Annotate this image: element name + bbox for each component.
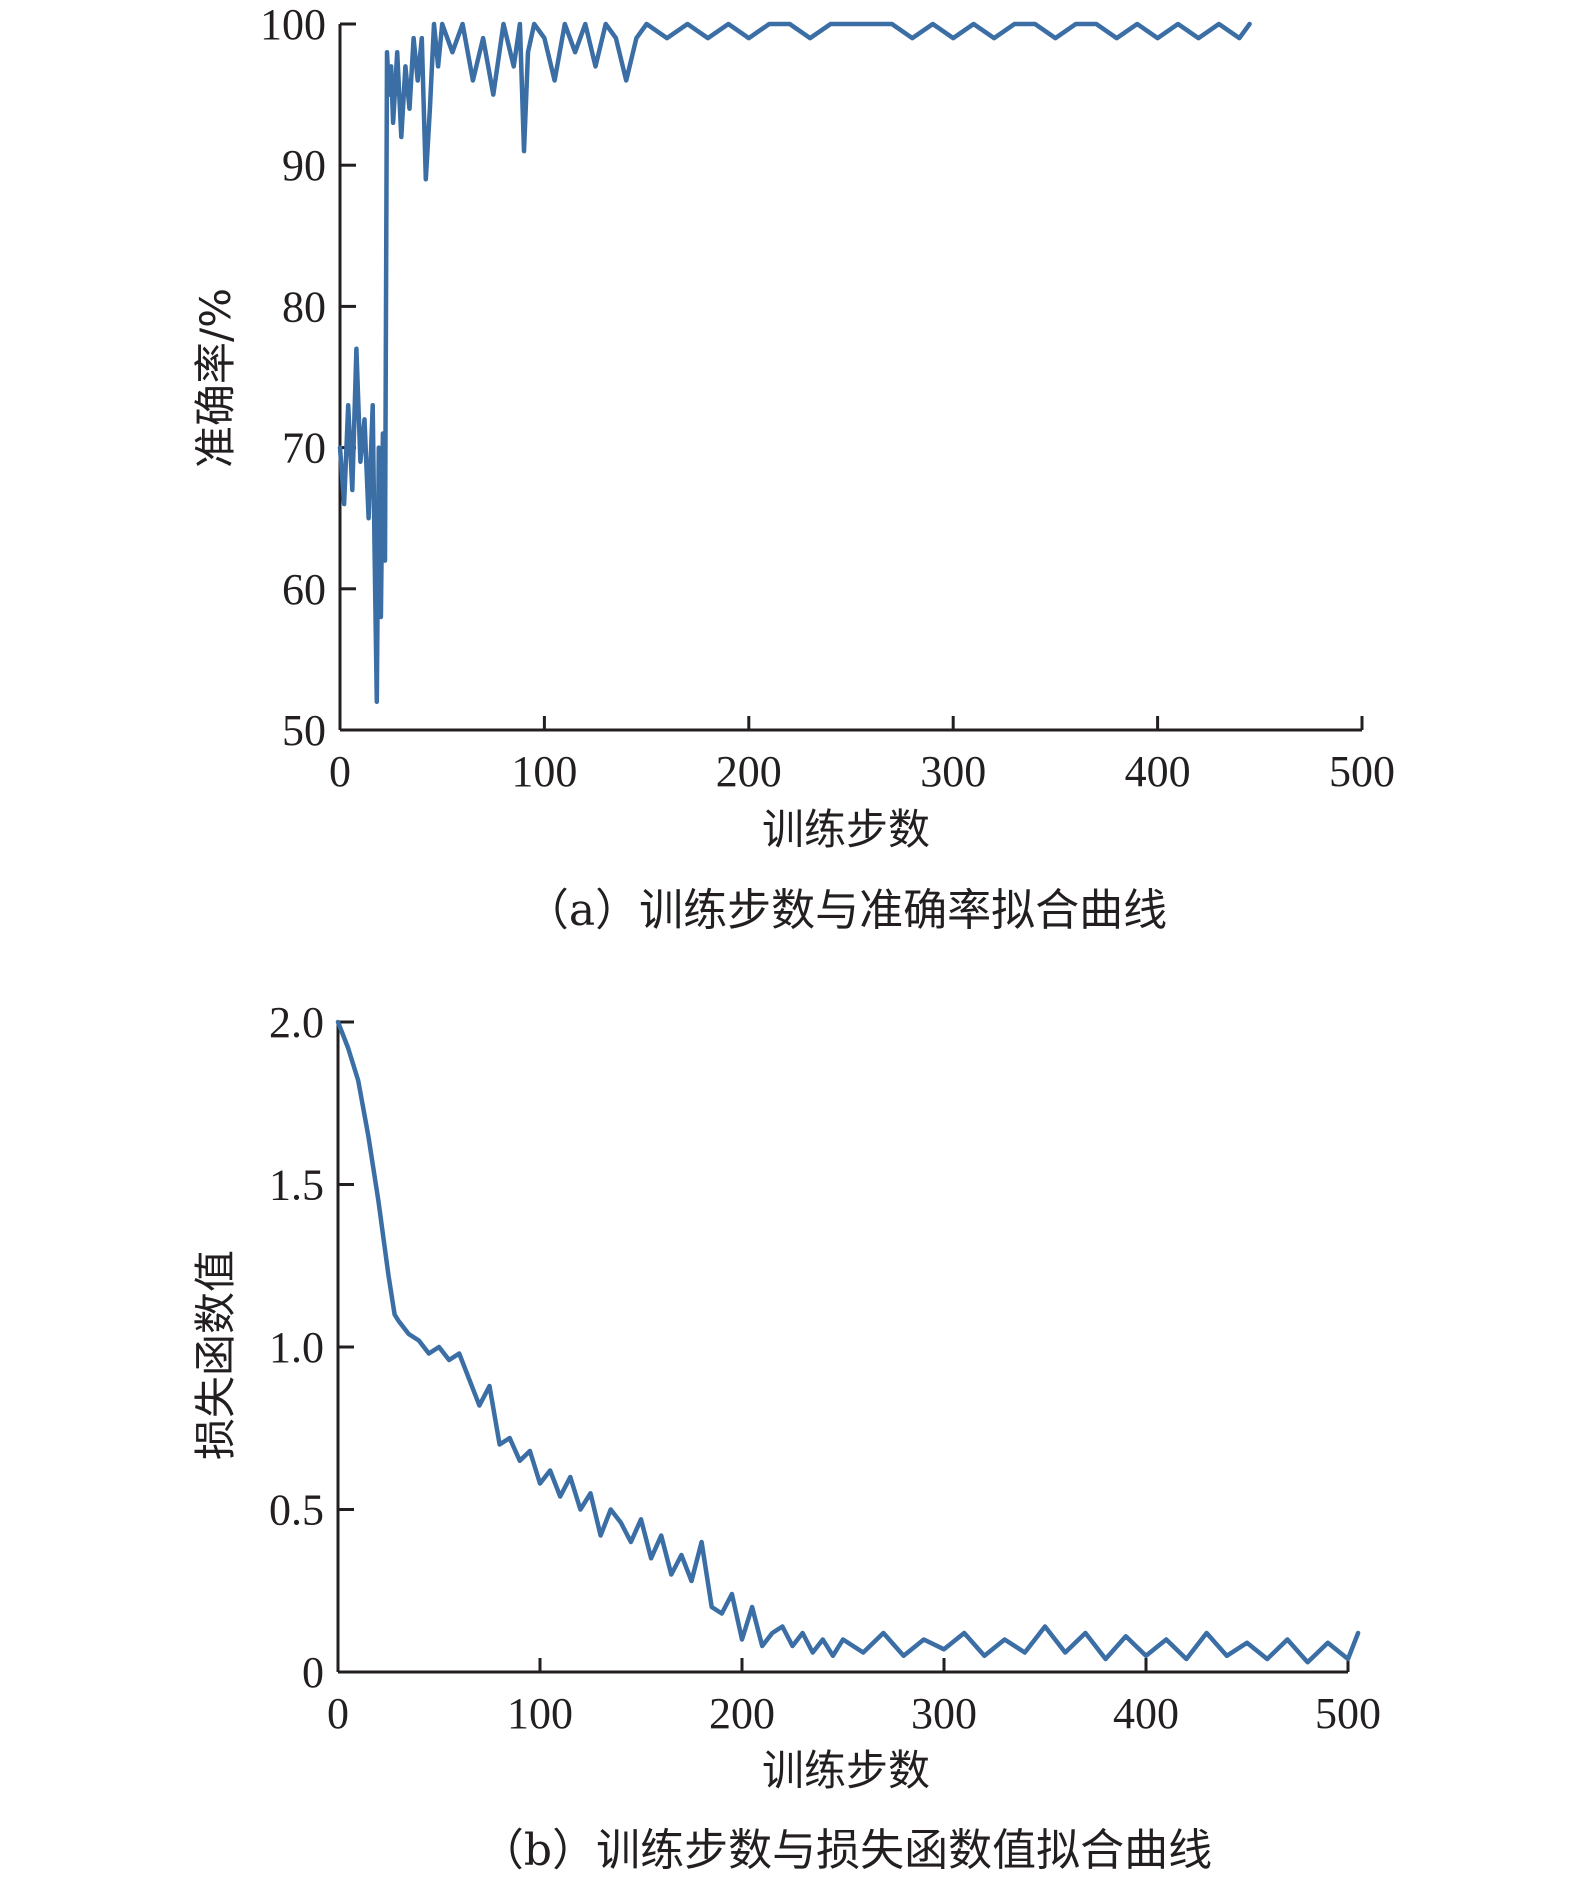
accuracy-chart: 准确率/% 训练步数 （a）训练步数与准确率拟合曲线 50 60 70 80 90 100… (191, 0, 1395, 936)
y-axis-title: 准确率/% (191, 288, 240, 468)
x-tick-label: 400 (1113, 1689, 1179, 1738)
x-axis-title: 训练步数 (762, 1746, 930, 1795)
y-tick-label: 100 (260, 0, 326, 49)
series-line (335, 1019, 1361, 1665)
y-tick-label: 1.5 (269, 1161, 324, 1210)
x-tick-label: 500 (1315, 1689, 1381, 1738)
chart-caption: （b）训练步数与损失函数值拟合曲线 (480, 1825, 1212, 1876)
x-tick-label: 300 (911, 1689, 977, 1738)
x-tick-label: 100 (511, 747, 577, 796)
x-tick-label: 200 (716, 747, 782, 796)
series-line (337, 21, 1252, 705)
y-axis-title: 损失函数值 (191, 1250, 240, 1460)
y-tick-label: 70 (282, 424, 326, 473)
x-tick-label: 400 (1125, 747, 1191, 796)
x-tick-label: 0 (327, 1689, 349, 1738)
x-tick-label: 0 (329, 747, 351, 796)
chart-caption: （a）训练步数与准确率拟合曲线 (525, 885, 1167, 936)
y-tick-label: 50 (282, 706, 326, 755)
y-tick-label: 0.5 (269, 1486, 324, 1535)
x-tick-label: 200 (709, 1689, 775, 1738)
x-tick-label: 100 (507, 1689, 573, 1738)
loss-chart: 损失函数值 训练步数 （b）训练步数与损失函数值拟合曲线 0 0.5 1.0 1.5 2… (191, 998, 1381, 1876)
y-tick-label: 1.0 (269, 1323, 324, 1372)
y-tick-label: 60 (282, 565, 326, 614)
y-tick-label: 80 (282, 282, 326, 331)
y-tick-label: 2.0 (269, 998, 324, 1047)
x-axis-title: 训练步数 (762, 805, 930, 854)
y-tick-label: 0 (302, 1648, 324, 1697)
x-tick-label: 500 (1329, 747, 1395, 796)
x-tick-label: 300 (920, 747, 986, 796)
y-tick-label: 90 (282, 141, 326, 190)
